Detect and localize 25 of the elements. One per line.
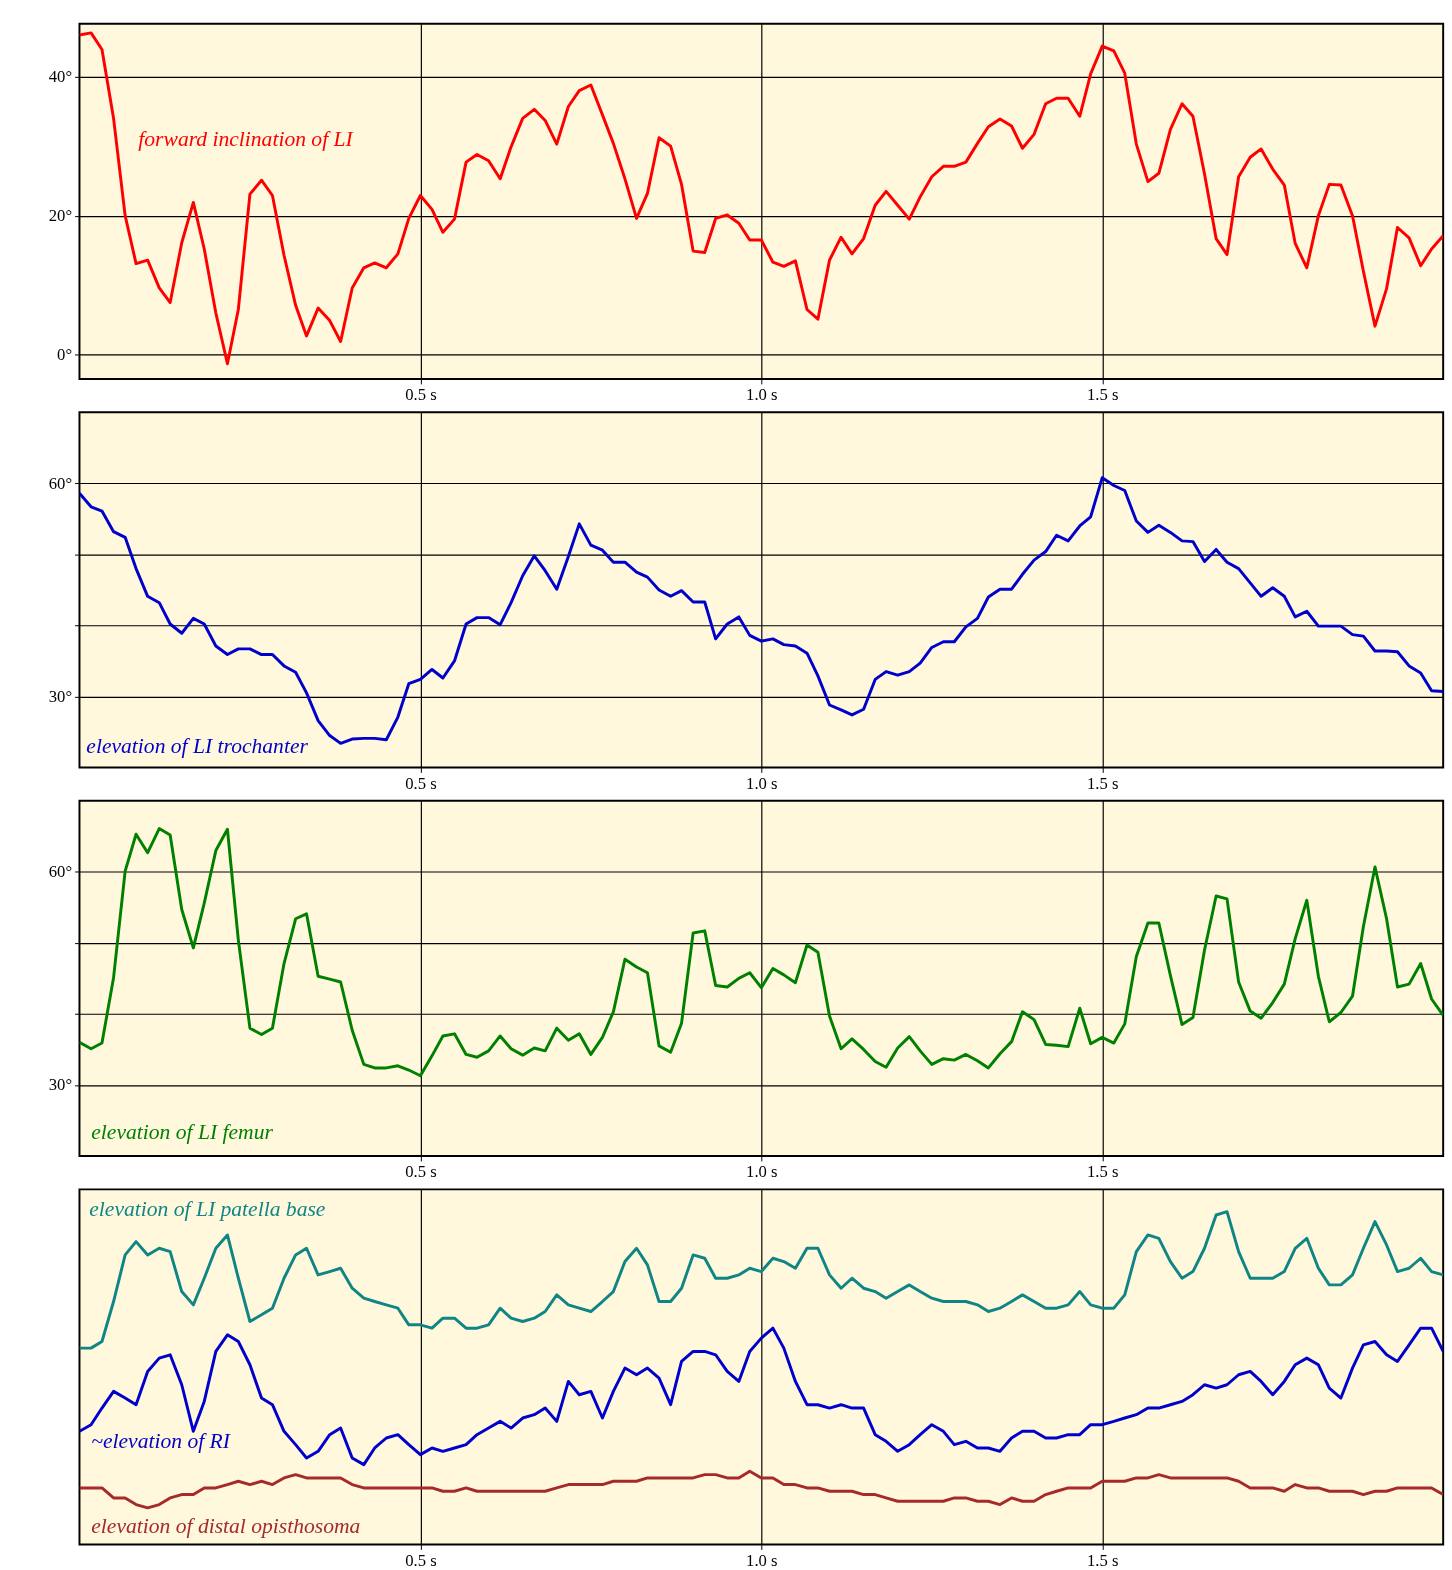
y-tick-label: 20° [48,206,73,226]
series-label: elevation of LI trochanter [86,733,309,758]
x-tick-label: 0.5 s [405,773,437,793]
y-tick-label: 30° [48,1075,73,1095]
x-tick-label: 1.0 s [746,773,778,793]
x-tick-label: 1.0 s [746,1550,778,1570]
x-tick-label: 1.5 s [1087,1162,1119,1182]
y-tick-label: 40° [48,67,73,87]
series-label: ~elevation of RI [91,1429,232,1454]
y-tick-label: 30° [48,686,73,706]
x-tick-label: 0.5 s [405,385,437,405]
x-tick-label: 1.5 s [1087,773,1119,793]
y-tick-label: 60° [48,862,73,882]
series-label: elevation of distal opisthosoma [91,1513,361,1538]
y-tick-label: 60° [48,473,73,493]
x-tick-label: 1.0 s [746,385,778,405]
text: elevation of LI femur [91,1120,274,1145]
series-label: elevation of LI patella base [89,1196,326,1221]
x-tick-label: 1.5 s [1087,1550,1119,1570]
x-tick-label: 1.5 s [1087,385,1119,405]
y-tick-label: 0° [57,345,73,365]
x-tick-label: 0.5 s [405,1162,437,1182]
series-label: forward inclination of LI [138,127,355,152]
x-tick-label: 1.0 s [746,1162,778,1182]
x-tick-label: 0.5 s [405,1550,437,1570]
